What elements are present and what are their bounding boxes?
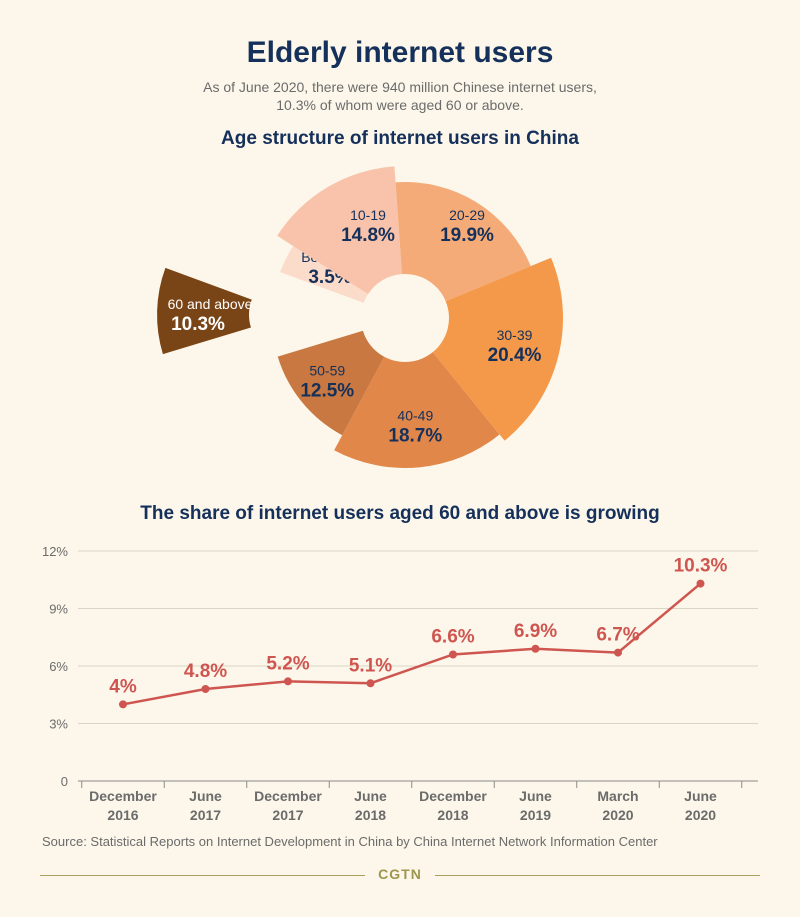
pie-value-10-19: 14.8% <box>341 225 395 246</box>
data-point <box>284 677 292 686</box>
data-label: 4% <box>109 676 137 697</box>
data-point <box>449 650 457 659</box>
data-point <box>119 700 127 709</box>
x-tick-label-year: 2020 <box>602 807 633 823</box>
brand-logo: CGTN <box>378 866 422 882</box>
x-tick-label-june-2017: June <box>189 788 222 804</box>
x-tick-label-year: 2016 <box>107 807 138 823</box>
data-point <box>366 679 375 688</box>
data-label: 5.2% <box>266 653 309 674</box>
x-tick-label-june-2018: June <box>354 788 387 804</box>
pie-slice-below-10 <box>280 246 369 303</box>
y-tick-label: 6% <box>49 659 68 674</box>
pie-value-30-39: 20.4% <box>488 345 542 366</box>
x-tick-label-year: 2020 <box>685 807 716 823</box>
pie-label-40-49: 40-49 <box>397 408 433 424</box>
y-tick-label: 9% <box>49 602 68 617</box>
pie-slice-20-29 <box>395 181 531 302</box>
x-tick-label-year: 2017 <box>190 807 221 823</box>
pie-slice-40-49 <box>334 352 500 469</box>
x-tick-label-march-2020: March <box>597 788 638 804</box>
x-tick-label-year: 2018 <box>355 807 386 823</box>
pie-value-50-59: 12.5% <box>300 381 354 402</box>
x-tick-label-december-2017: December <box>254 788 322 804</box>
data-label: 6.9% <box>514 621 557 642</box>
y-tick-label: 3% <box>49 717 68 732</box>
pie-value-40-49: 18.7% <box>388 426 442 447</box>
x-tick-label-june-2020: June <box>684 788 717 804</box>
data-label: 4.8% <box>184 661 227 682</box>
x-tick-label-december-2018: December <box>419 788 487 804</box>
x-tick-label-december-2016: December <box>89 788 157 804</box>
x-tick-label-year: 2017 <box>272 807 303 823</box>
pie-chart-title: Age structure of internet users in China <box>221 128 579 149</box>
data-label: 6.6% <box>431 627 474 648</box>
page-title: Elderly internet users <box>246 36 554 69</box>
footer-divider-left <box>40 875 365 876</box>
footer-divider-right <box>435 875 760 876</box>
data-point <box>614 648 622 657</box>
data-point <box>201 685 210 693</box>
y-tick-label: 0 <box>61 774 68 789</box>
pie-slice-50-59 <box>277 330 385 436</box>
line-chart: 0 3% 6% 9% 12% December 2016 June 2017 December 20… <box>42 544 758 823</box>
pie-slice-30-39 <box>432 257 564 441</box>
x-tick-label-year: 2019 <box>520 807 551 823</box>
pie-label-30-39: 30-39 <box>497 327 533 343</box>
subtitle-line-2: 10.3% of whom were aged 60 or above. <box>276 97 524 113</box>
line-chart-title: The share of internet users aged 60 and … <box>140 503 660 524</box>
series-line <box>122 582 702 706</box>
pie-label-60-and-above: 60 and above <box>168 296 253 312</box>
source-note: Source: Statistical Reports on Internet … <box>42 834 658 849</box>
pie-label-10-19: 10-19 <box>350 207 386 223</box>
pie-slice-10-19 <box>277 166 402 295</box>
data-label: 5.1% <box>349 655 392 676</box>
page-subtitle: As of June 2020, there were 940 million … <box>0 78 800 114</box>
x-tick-label-year: 2018 <box>437 807 468 823</box>
data-point <box>531 644 540 653</box>
x-tick-label-june-2019: June <box>519 788 552 804</box>
pie-label-20-29: 20-29 <box>449 207 485 223</box>
y-tick-label: 12% <box>42 544 68 559</box>
data-label: 10.3% <box>674 556 728 577</box>
data-point <box>696 579 705 588</box>
pie-chart: 20-29 19.9% 30-39 20.4% 40-49 18.7% 50-59 12.5%… <box>157 166 564 469</box>
data-label: 6.7% <box>596 625 639 646</box>
pie-value-60-and-above: 10.3% <box>171 314 225 335</box>
pie-slice-60-and-above <box>157 267 252 355</box>
pie-value-20-29: 19.9% <box>440 225 494 246</box>
subtitle-line-1: As of June 2020, there were 940 million … <box>203 79 597 95</box>
pie-label-50-59: 50-59 <box>309 363 345 379</box>
